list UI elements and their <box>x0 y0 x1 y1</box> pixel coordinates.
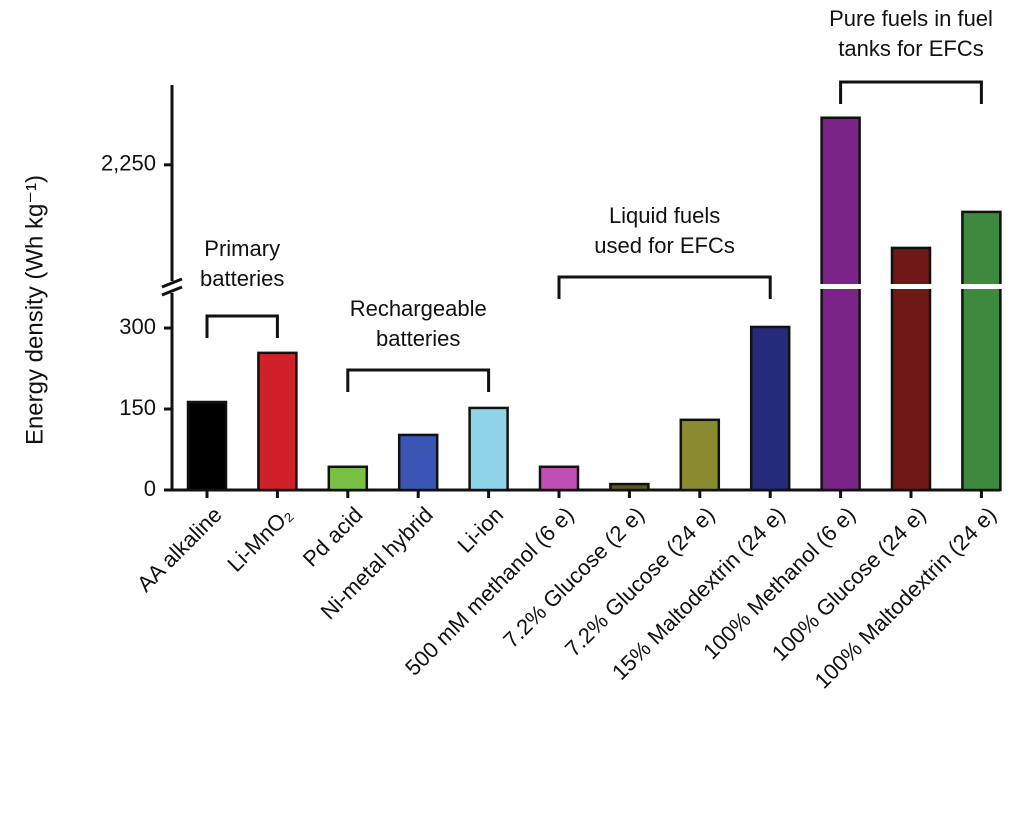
bar <box>186 400 228 492</box>
bracket <box>839 80 983 104</box>
group-label: batteries <box>200 266 284 291</box>
y-tick-label: 150 <box>119 395 156 420</box>
y-tick-label: 0 <box>144 476 156 501</box>
axis-break-gap <box>959 284 1004 289</box>
x-tick-label: Li-ion <box>453 502 509 558</box>
axis-break-gap <box>818 284 863 289</box>
bar <box>397 433 439 492</box>
x-tick-label: AA alkaline <box>132 502 227 597</box>
y-tick-label: 300 <box>119 314 156 339</box>
group-label: batteries <box>376 326 460 351</box>
group-label: Rechargeable <box>350 296 487 321</box>
x-tick-label: Pd acid <box>298 502 368 572</box>
bracket <box>346 368 491 392</box>
bar <box>749 325 791 492</box>
y-tick-label: 2,250 <box>101 151 156 176</box>
bar <box>327 465 369 492</box>
bracket <box>557 275 772 299</box>
bar <box>538 465 580 492</box>
group-label: used for EFCs <box>594 233 735 258</box>
group-label: Primary <box>204 236 280 261</box>
y-axis-label: Energy density (Wh kg⁻¹) <box>21 175 48 445</box>
axis-break-gap <box>889 284 933 289</box>
bracket <box>205 314 279 338</box>
bar <box>679 418 721 492</box>
group-label: Pure fuels in fuel <box>829 6 993 31</box>
group-label: Liquid fuels <box>609 203 720 228</box>
bar <box>609 482 650 492</box>
group-label: tanks for EFCs <box>838 36 983 61</box>
bar <box>961 210 1002 492</box>
bar <box>468 406 509 492</box>
axis-break <box>161 277 183 297</box>
x-tick-label: Li-MnO₂ <box>222 502 297 577</box>
bar <box>257 351 298 492</box>
bar <box>820 116 861 492</box>
